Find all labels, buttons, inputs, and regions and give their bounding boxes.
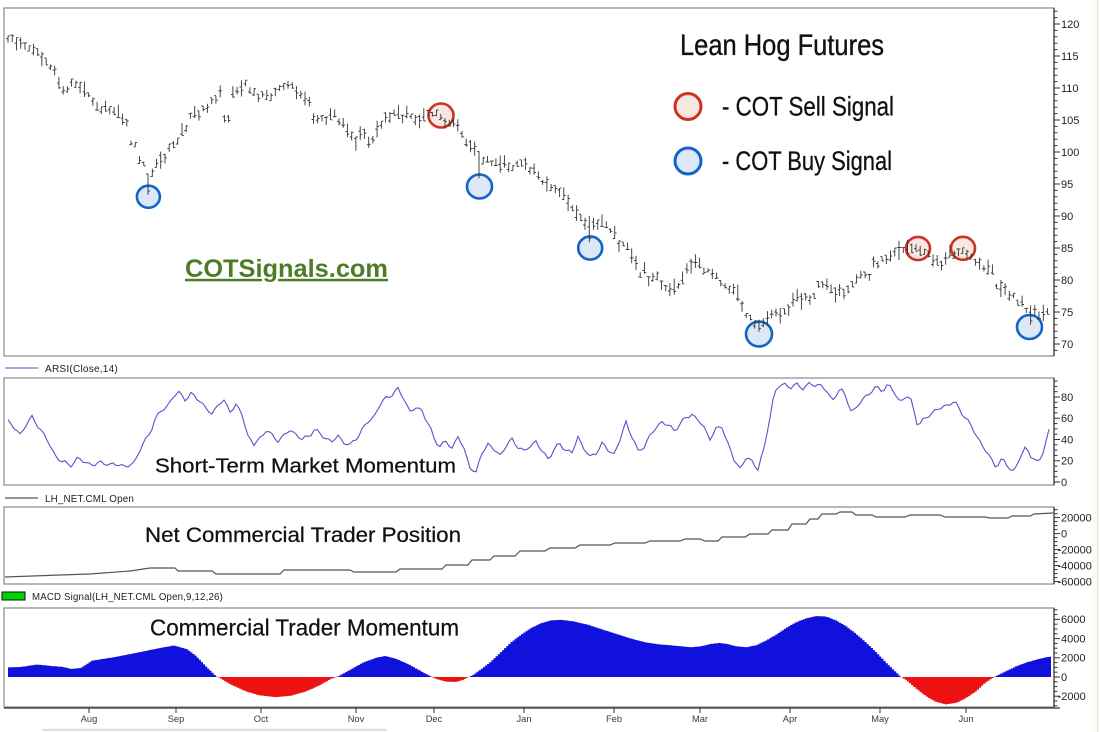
svg-text:Sep: Sep xyxy=(168,714,185,724)
svg-text:-60000: -60000 xyxy=(1058,576,1092,588)
svg-text:0: 0 xyxy=(1061,672,1067,684)
svg-text:Short-Term Market Momentum: Short-Term Market Momentum xyxy=(155,455,456,478)
svg-text:70: 70 xyxy=(1061,339,1073,351)
svg-text:0: 0 xyxy=(1061,528,1067,540)
svg-text:MACD Signal(LH_NET.CML Open,9,: MACD Signal(LH_NET.CML Open,9,12,26) xyxy=(32,592,223,603)
svg-text:May: May xyxy=(871,714,889,724)
svg-text:20: 20 xyxy=(1061,456,1073,468)
svg-text:Net Commercial Trader Position: Net Commercial Trader Position xyxy=(145,524,461,547)
svg-text:60: 60 xyxy=(1061,413,1073,425)
svg-text:100: 100 xyxy=(1061,147,1079,159)
svg-text:95: 95 xyxy=(1061,179,1073,191)
svg-text:80: 80 xyxy=(1061,275,1073,287)
svg-text:Aug: Aug xyxy=(81,714,98,724)
svg-text:ARSI(Close,14): ARSI(Close,14) xyxy=(45,364,118,375)
svg-text:COTSignals.com: COTSignals.com xyxy=(185,255,388,283)
svg-text:Apr: Apr xyxy=(783,714,797,724)
svg-text:Lean Hog Futures: Lean Hog Futures xyxy=(680,29,884,62)
svg-text:0: 0 xyxy=(1061,477,1067,489)
svg-text:Jun: Jun xyxy=(959,714,974,724)
svg-text:120: 120 xyxy=(1061,19,1079,31)
svg-text:Nov: Nov xyxy=(348,714,365,724)
svg-text:2000: 2000 xyxy=(1061,653,1085,665)
svg-text:Jan: Jan xyxy=(517,714,532,724)
svg-text:20000: 20000 xyxy=(1061,512,1092,524)
svg-text:Oct: Oct xyxy=(254,714,269,724)
svg-text:40: 40 xyxy=(1061,434,1073,446)
svg-text:90: 90 xyxy=(1061,211,1073,223)
svg-text:105: 105 xyxy=(1061,115,1079,127)
svg-text:- COT Buy Signal: - COT Buy Signal xyxy=(722,146,892,176)
svg-text:85: 85 xyxy=(1061,243,1073,255)
svg-text:6000: 6000 xyxy=(1061,614,1085,626)
svg-text:Feb: Feb xyxy=(606,714,622,724)
svg-text:80: 80 xyxy=(1061,392,1073,404)
svg-text:115: 115 xyxy=(1061,51,1079,63)
svg-text:-2000: -2000 xyxy=(1058,691,1086,703)
svg-text:-20000: -20000 xyxy=(1058,544,1092,556)
svg-text:Commercial Trader Momentum: Commercial Trader Momentum xyxy=(150,615,459,641)
svg-text:- COT Sell Signal: - COT Sell Signal xyxy=(722,92,894,122)
svg-text:LH_NET.CML Open: LH_NET.CML Open xyxy=(45,494,134,505)
svg-text:110: 110 xyxy=(1061,83,1079,95)
svg-text:4000: 4000 xyxy=(1061,633,1085,645)
svg-text:Mar: Mar xyxy=(692,714,708,724)
svg-text:Dec: Dec xyxy=(426,714,443,724)
svg-text:75: 75 xyxy=(1061,307,1073,319)
svg-text:-40000: -40000 xyxy=(1058,560,1092,572)
